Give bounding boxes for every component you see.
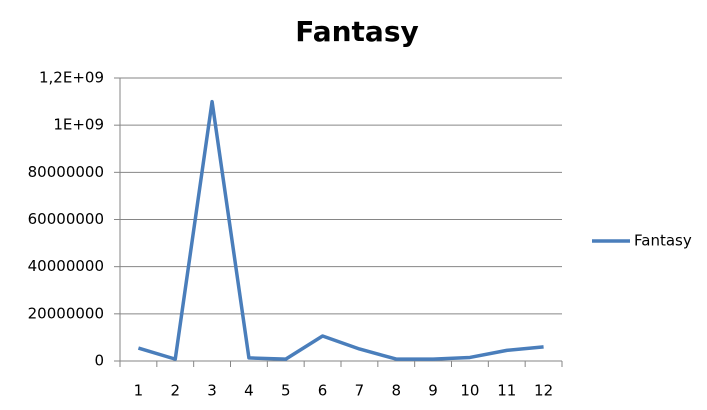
x-tick-label: 2 xyxy=(170,382,180,400)
legend-label: Fantasy xyxy=(634,232,692,250)
x-tick-label: 9 xyxy=(428,382,438,400)
y-tick-label: 1,2E+09 xyxy=(39,69,104,87)
x-tick-label: 11 xyxy=(497,382,516,400)
x-tick-label: 4 xyxy=(244,382,254,400)
y-tick-label: 0 xyxy=(94,352,104,370)
x-tick-label: 10 xyxy=(460,382,479,400)
y-tick-label: 20000000 xyxy=(28,304,104,322)
x-tick-label: 1 xyxy=(134,382,144,400)
x-tick-label: 8 xyxy=(391,382,401,400)
y-tick-label: 1E+09 xyxy=(53,116,104,134)
x-tick-label: 3 xyxy=(207,382,217,400)
x-tick-label: 6 xyxy=(318,382,328,400)
y-tick-label: 80000000 xyxy=(28,163,104,181)
x-tick-label: 7 xyxy=(355,382,365,400)
data-line xyxy=(137,99,544,361)
x-tick-label: 5 xyxy=(281,382,291,400)
y-tick-label: 40000000 xyxy=(28,257,104,275)
x-tick-label: 12 xyxy=(534,382,553,400)
chart-title: Fantasy xyxy=(295,15,419,48)
y-tick-label: 60000000 xyxy=(28,210,104,228)
